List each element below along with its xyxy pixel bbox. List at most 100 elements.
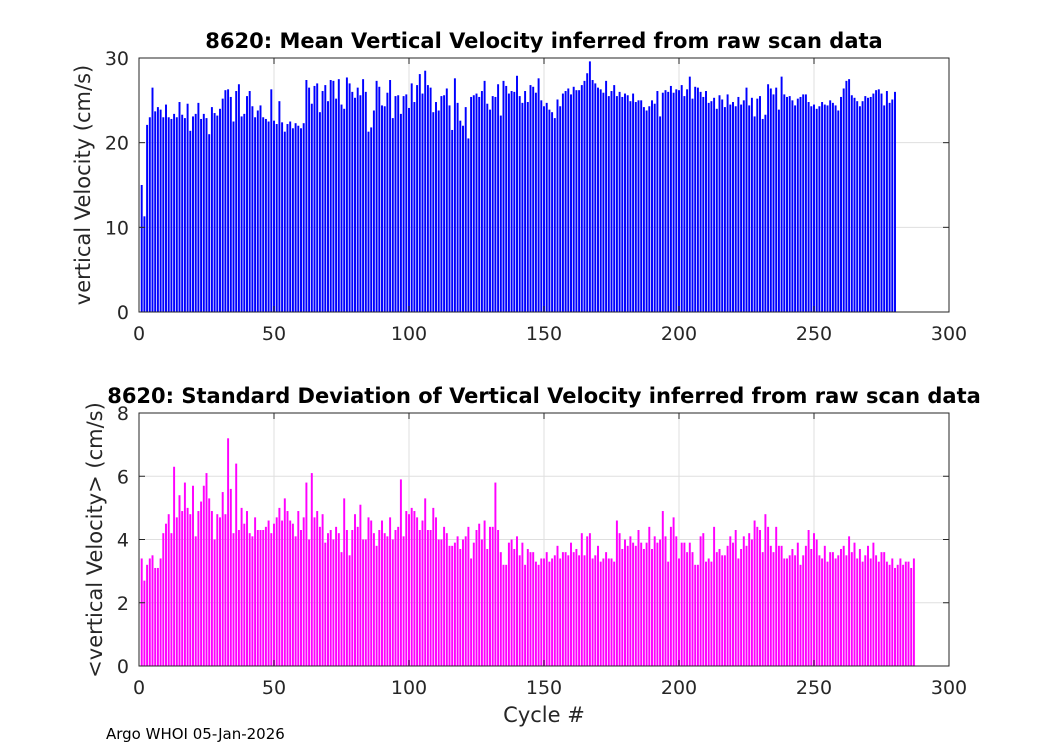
bottom-bar	[270, 533, 273, 666]
top-bar	[653, 103, 656, 312]
top-bar	[205, 118, 208, 312]
top-bar	[324, 85, 327, 313]
top-bar	[345, 77, 348, 313]
bottom-bar	[183, 482, 186, 666]
bottom-bar	[710, 561, 713, 666]
bottom-bar	[591, 558, 594, 666]
top-bar	[175, 117, 178, 313]
top-bar	[875, 90, 878, 312]
top-bar	[367, 131, 370, 312]
top-bar	[251, 106, 254, 312]
top-bar	[445, 88, 448, 312]
bottom-bar	[772, 552, 775, 666]
top-bar	[742, 100, 745, 312]
bottom-bar	[875, 555, 878, 666]
top-bar	[221, 98, 224, 312]
top-bar	[850, 95, 853, 313]
bottom-bar	[829, 552, 832, 666]
bottom-bar	[516, 536, 518, 666]
bottom-bar	[667, 561, 670, 666]
top-bar	[772, 94, 775, 312]
top-bar	[437, 110, 440, 312]
bottom-bar	[880, 552, 883, 666]
bottom-bar	[518, 555, 521, 666]
bottom-bar	[327, 533, 329, 666]
top-x-tick-label: 300	[931, 323, 967, 345]
top-bar	[246, 96, 248, 312]
top-bar	[240, 116, 243, 312]
top-bar	[343, 108, 346, 312]
bottom-bar	[640, 542, 643, 666]
bottom-bar	[683, 542, 686, 666]
bottom-bar	[221, 492, 224, 666]
top-bar	[375, 80, 378, 312]
top-bar	[418, 74, 421, 312]
bottom-bar	[578, 555, 581, 666]
bottom-bar	[489, 526, 491, 666]
bottom-x-tick-label: 100	[391, 677, 427, 699]
top-bar	[372, 110, 375, 312]
top-bar	[483, 80, 486, 312]
top-bar	[472, 95, 475, 313]
top-bar	[723, 107, 726, 313]
bottom-bar	[575, 548, 578, 666]
bottom-bar	[264, 526, 267, 666]
bottom-bar	[821, 558, 824, 666]
bottom-bar	[907, 561, 910, 666]
bottom-bar	[872, 542, 875, 666]
bottom-bar	[548, 561, 551, 666]
bottom-y-tick-label: 2	[117, 593, 129, 615]
bottom-bar	[443, 526, 446, 666]
top-bar	[281, 122, 284, 312]
bottom-bar	[159, 558, 162, 666]
bottom-bar	[354, 514, 356, 666]
top-bar	[632, 93, 635, 312]
bottom-bar	[883, 552, 886, 666]
bottom-x-tick-label: 0	[133, 677, 145, 699]
top-bar	[313, 85, 316, 312]
bottom-bar	[834, 558, 837, 666]
top-bar	[818, 106, 821, 312]
bottom-bar	[480, 539, 483, 666]
bottom-bar	[367, 517, 370, 666]
top-bar	[383, 106, 386, 312]
top-bar	[518, 96, 521, 312]
top-bar	[551, 112, 554, 312]
bottom-bar	[529, 552, 532, 666]
bottom-bar	[181, 511, 184, 666]
bottom-x-tick-label: 250	[796, 677, 832, 699]
bottom-bar	[499, 552, 502, 666]
bottom-bar	[467, 526, 470, 666]
top-bar	[256, 110, 259, 312]
top-x-tick-label: 200	[661, 323, 697, 345]
top-bar	[586, 73, 589, 313]
bottom-bar	[788, 555, 791, 666]
top-bar	[356, 87, 359, 312]
top-bar	[224, 90, 227, 312]
top-bar	[572, 86, 575, 312]
bottom-bar	[856, 558, 859, 666]
top-bar	[699, 91, 702, 312]
bottom-bar	[283, 498, 286, 666]
bottom-bar	[912, 558, 915, 666]
bottom-bar	[235, 463, 238, 666]
top-bar	[769, 88, 772, 312]
bottom-bar	[308, 539, 311, 666]
top-chart-bars	[140, 61, 896, 313]
bottom-bar	[321, 514, 324, 666]
bottom-bar	[572, 552, 575, 666]
top-bar	[729, 104, 732, 312]
top-bar	[877, 89, 880, 313]
bottom-bar	[553, 555, 556, 666]
bottom-bar	[864, 555, 867, 666]
bottom-bar	[362, 539, 365, 666]
bottom-bar	[491, 526, 494, 666]
top-bar	[578, 90, 581, 312]
top-bar	[624, 93, 626, 312]
bottom-bar	[470, 558, 473, 666]
bottom-bar	[208, 498, 211, 666]
top-bar	[237, 84, 240, 312]
bottom-bar	[610, 558, 613, 666]
bottom-bar	[678, 558, 680, 666]
top-bar	[432, 112, 435, 312]
